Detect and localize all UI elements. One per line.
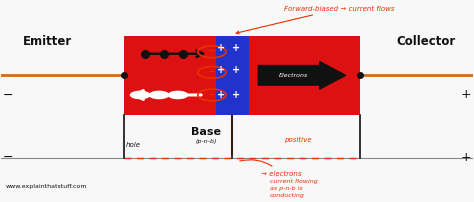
Text: +: + [231, 65, 240, 75]
FancyArrow shape [258, 62, 346, 89]
Text: +: + [231, 90, 240, 100]
Text: Forward-biased → current flows: Forward-biased → current flows [236, 5, 395, 34]
Bar [216, 36, 249, 115]
Text: (p-n-b): (p-n-b) [196, 139, 217, 144]
Text: +: + [218, 90, 226, 100]
Text: −: − [208, 46, 216, 56]
Circle shape [167, 91, 188, 99]
Text: −: − [208, 89, 216, 100]
Text: hole: hole [126, 142, 140, 148]
Circle shape [149, 91, 169, 99]
Text: +: + [218, 65, 226, 75]
Text: → electrons: → electrons [240, 160, 301, 177]
Text: Electrons: Electrons [279, 73, 309, 78]
Text: www.explainthatstuff.com: www.explainthatstuff.com [5, 184, 87, 189]
Circle shape [130, 91, 151, 99]
Text: Base: Base [191, 127, 221, 137]
Text: Emitter: Emitter [23, 35, 73, 48]
Text: +: + [461, 151, 472, 164]
Text: positive: positive [284, 137, 312, 143]
Text: current flowing
as p-n-b is
conducting: current flowing as p-n-b is conducting [270, 179, 318, 198]
Bar [124, 36, 360, 115]
Text: −: − [2, 88, 13, 101]
Text: +: + [231, 43, 240, 53]
Text: Collector: Collector [396, 35, 456, 48]
Text: −: − [208, 67, 216, 77]
Text: +: + [218, 43, 226, 53]
Text: +: + [461, 88, 472, 101]
Text: −: − [2, 151, 13, 164]
